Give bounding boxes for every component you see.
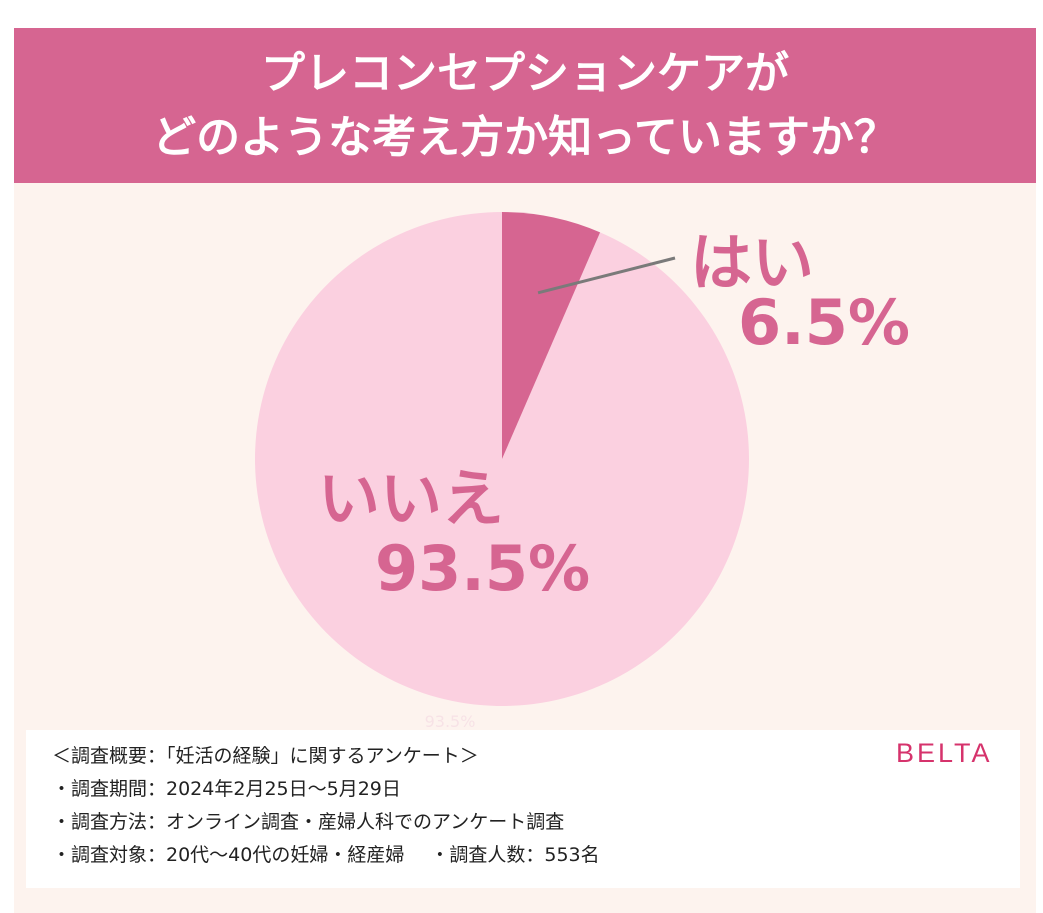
pie-slice-no [255,212,750,707]
survey-period: ・調査期間：2024年2月25日〜5月29日 [52,778,401,800]
title-line-2: どのような考え方か知っていますか？ [152,112,898,163]
survey-notes: ＜調査概要：「妊活の経験」に関するアンケート＞ ・調査期間：2024年2月25日… [26,730,1020,888]
slice-value-yes: 6.5% [738,286,910,359]
slice-label-yes: はい [690,226,815,299]
slice-label-no: いいえ [318,462,505,535]
leader-line-yes [537,256,676,295]
brand-logo: BELTA [896,738,993,768]
survey-target-row: ・調査対象：20代〜40代の妊婦・経産婦 ・調査人数：553名 [52,839,1020,872]
title-line-1: プレコンセプションケアが [261,48,789,99]
survey-method: ・調査方法：オンライン調査・産婦人科でのアンケート調査 [52,811,565,833]
pie-slice-yes [502,212,601,459]
faint-value-label: 93.5% [424,712,476,731]
title-banner: プレコンセプションケアが どのような考え方か知っていますか？ [14,28,1036,183]
survey-target: ・調査対象：20代〜40代の妊婦・経産婦 [52,844,405,866]
survey-heading: ＜調査概要：「妊活の経験」に関するアンケート＞ [52,745,479,767]
slice-value-no: 93.5% [375,532,591,605]
survey-respondents: ・調査人数：553名 [430,844,600,866]
